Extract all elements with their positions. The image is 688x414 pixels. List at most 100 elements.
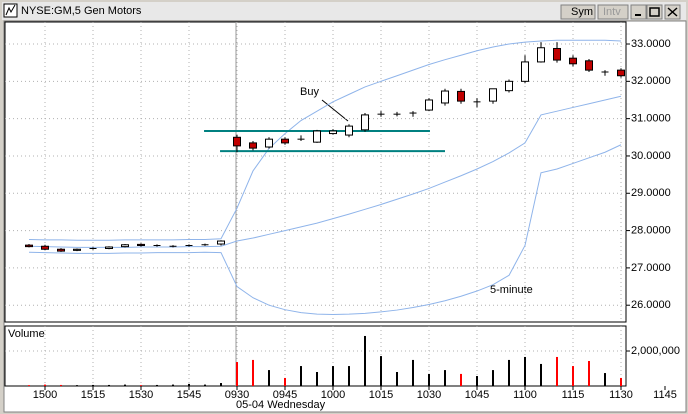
volume-bar [236,362,238,386]
candle-body [121,244,129,248]
sym-button-label[interactable]: Sym [571,6,593,18]
volume-bar [364,335,366,386]
y-tick-label: 29.0000 [631,187,671,199]
y-tick-label: 33.0000 [631,38,671,50]
volume-bar [156,384,158,386]
volume-bar [348,366,350,386]
x-tick-label: 1145 [653,389,677,401]
volume-bar [556,356,558,386]
volume-bar [620,377,622,386]
candle-body [329,130,337,135]
volume-bar [332,366,334,386]
volume-bar [204,384,206,386]
x-tick-label: 1030 [417,389,441,401]
x-tick-label: 1545 [177,389,201,401]
window-title: NYSE:GM,5 Gen Motors [21,5,142,17]
volume-bar [108,384,110,386]
volume-bar [476,376,478,386]
window-icon-glyph [5,4,16,16]
annotation-interval: 5-minute [490,284,533,296]
volume-bar [140,385,142,386]
maximize-glyph [649,7,660,17]
volume-bar [316,372,318,386]
volume-bar [444,370,446,386]
candle-body [137,243,145,247]
volume-bar [428,373,430,386]
x-tick-label: 1100 [513,389,537,401]
volume-bar [268,370,270,386]
y-tick-label: 30.0000 [631,150,671,162]
y-tick-label: 31.0000 [631,113,671,125]
date-label: 05-04 Wednesday [236,399,326,411]
volume-title: Volume [8,328,45,340]
candle-body [441,90,449,104]
x-tick-label: 1130 [609,389,633,401]
title-bar [2,2,686,20]
x-tick-label: 1045 [465,389,489,401]
candle-body [313,130,321,143]
price-panel [4,21,627,323]
volume-bar [540,363,542,386]
x-tick-label: 1115 [562,389,585,401]
candle-body [105,246,113,249]
candle-body [73,248,81,251]
y-tick-label: 2,000,000 [631,345,680,357]
volume-bar [76,385,78,386]
candle-body [569,57,577,65]
volume-bar [44,384,46,386]
volume-bar [460,373,462,386]
candle-body [489,88,497,102]
band-middle [28,95,622,248]
x-tick-label: 0945 [273,389,297,401]
candle-body [521,61,529,82]
x-tick-label: 1515 [81,389,105,401]
y-tick-label: 27.0000 [631,262,671,274]
x-tick-label: 1500 [33,389,57,401]
x-tick-label: 0930 [225,389,249,401]
candle-body [553,47,561,61]
candle-body [249,142,257,149]
volume-bar [524,356,526,386]
band-lower [28,144,622,316]
x-tick-label: 1530 [129,389,153,401]
volume-bar [284,377,286,386]
candle-body [425,99,433,111]
candle-body [505,80,513,92]
x-tick-label: 1015 [369,389,393,401]
candle-body [345,125,353,136]
chart-area [3,20,687,413]
candle-body [265,138,273,148]
y-tick-label: 26.0000 [631,299,671,311]
volume-bar [588,360,590,386]
candle-body [617,69,625,77]
candle-body [41,245,49,250]
volume-bar [252,359,254,386]
y-tick-label: 28.0000 [631,224,671,236]
volume-bar [172,384,174,386]
volume-bar [380,356,382,386]
volume-bar [124,384,126,386]
candle-body [457,90,465,102]
volume-bar [396,372,398,386]
volume-panel [4,325,627,387]
sym-button[interactable] [560,4,596,20]
candle-body [281,138,289,144]
candle-body [361,114,369,131]
minimize-button[interactable] [630,4,647,20]
intv-button[interactable] [597,4,629,20]
annotation-buy: Buy [300,86,319,98]
volume-bar [604,373,606,386]
volume-bar [220,383,222,386]
candle-body [25,244,33,248]
x-tick-label: 1000 [321,389,345,401]
volume-bar [412,359,414,386]
volume-bar [92,384,94,386]
candle-body [217,240,225,245]
candle-body [537,47,545,63]
intv-button-label[interactable]: Intv [603,6,621,18]
candle-body [585,60,593,71]
volume-bar [28,385,30,386]
volume-bar [492,370,494,386]
close-glyph [667,7,678,17]
